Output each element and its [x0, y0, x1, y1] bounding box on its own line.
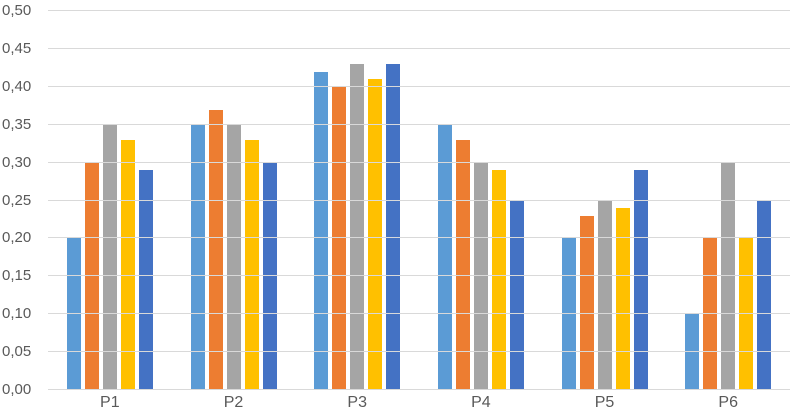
plot-area — [48, 10, 790, 390]
x-tick-label-p1: P1 — [100, 394, 120, 411]
bar-series-5-dark-blue-p3 — [386, 64, 401, 390]
x-tick-label-p4: P4 — [471, 394, 491, 411]
bar-series-5-dark-blue-p6 — [757, 200, 772, 390]
bar-series-4-yellow-p2 — [244, 139, 259, 390]
category-group-p4 — [419, 11, 543, 390]
y-tick-label: 0,00 — [2, 381, 32, 398]
bar-series-4-yellow-p6 — [739, 238, 754, 390]
bar-series-1-light-blue-p5 — [561, 238, 576, 390]
gridline — [48, 351, 790, 353]
bar-series-1-light-blue-p1 — [66, 238, 81, 390]
y-tick-label: 0,40 — [2, 77, 32, 95]
bar-series-1-light-blue-p4 — [437, 124, 452, 390]
bar-series-3-gray-p3 — [350, 64, 365, 390]
bar-series-2-orange-p4 — [455, 139, 470, 390]
y-tick-label: 0,30 — [2, 153, 32, 171]
gridline — [48, 47, 790, 49]
y-tick-label: 0,45 — [2, 39, 32, 57]
gridline — [48, 123, 790, 125]
bar-series-3-gray-p2 — [226, 124, 241, 390]
bar-series-3-gray-p1 — [102, 124, 117, 390]
bar-series-4-yellow-p3 — [368, 79, 383, 390]
x-tick-label-p2: P2 — [223, 394, 244, 411]
bar-series-5-dark-blue-p1 — [138, 170, 153, 390]
bar-series-1-light-blue-p2 — [190, 124, 205, 390]
bar-series-5-dark-blue-p4 — [509, 200, 524, 390]
y-tick-label: 0,20 — [2, 229, 32, 247]
bar-series-4-yellow-p5 — [615, 208, 630, 390]
category-group-p6 — [666, 11, 790, 390]
category-group-p3 — [295, 11, 419, 390]
category-group-p1 — [48, 11, 172, 390]
bar-series-2-orange-p5 — [579, 215, 594, 390]
x-axis-labels: P1 P2 P3 P4 P5 P6 — [48, 394, 790, 412]
category-group-p2 — [172, 11, 296, 390]
gridline — [48, 237, 790, 239]
bar-series-4-yellow-p4 — [491, 170, 506, 390]
bar-series-3-gray-p5 — [597, 200, 612, 390]
x-tick-label-p6: P6 — [718, 394, 738, 411]
gridline — [48, 275, 790, 277]
bars-container — [48, 11, 790, 390]
y-tick-label: 0,10 — [2, 305, 32, 323]
bar-series-1-light-blue-p3 — [314, 71, 329, 390]
y-tick-label: 0,35 — [2, 115, 32, 133]
gridline — [48, 313, 790, 315]
bar-series-5-dark-blue-p5 — [633, 170, 648, 390]
category-group-p5 — [543, 11, 667, 390]
y-tick-label: 0,50 — [2, 2, 32, 19]
y-tick-label: 0,15 — [2, 267, 32, 285]
gridline — [48, 161, 790, 163]
gridline — [48, 10, 790, 11]
bar-series-4-yellow-p1 — [120, 139, 135, 390]
y-tick-label: 0,05 — [2, 343, 32, 361]
x-tick-label-p3: P3 — [347, 394, 367, 411]
gridline — [48, 85, 790, 87]
bar-series-2-orange-p3 — [332, 86, 347, 390]
gridline — [48, 199, 790, 201]
y-tick-label: 0,25 — [2, 191, 32, 209]
x-axis-line — [48, 389, 790, 390]
bar-series-2-orange-p6 — [703, 238, 718, 390]
bar-series-2-orange-p2 — [208, 109, 223, 390]
x-tick-label-p5: P5 — [594, 394, 615, 411]
